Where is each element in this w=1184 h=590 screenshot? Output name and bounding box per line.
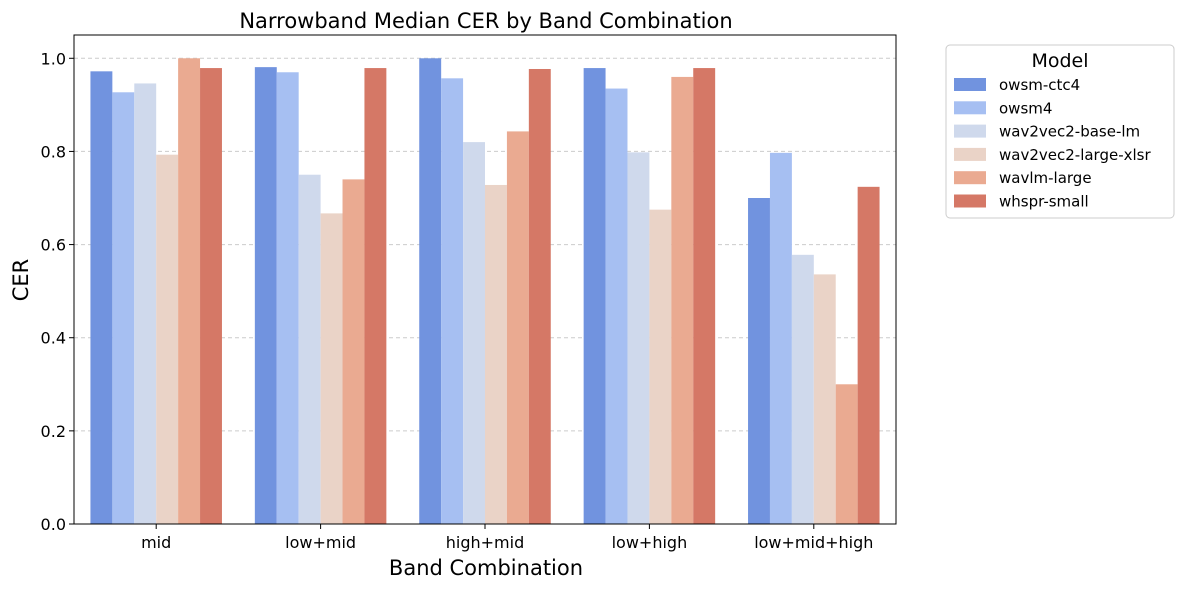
- legend-label: owsm4: [999, 99, 1052, 117]
- bar: [441, 78, 464, 524]
- legend-label: wavlm-large: [999, 169, 1092, 187]
- bar: [200, 68, 222, 525]
- bar: [791, 254, 814, 524]
- legend-swatch: [954, 147, 986, 161]
- bar: [463, 142, 485, 524]
- y-tick-label: 0.0: [41, 515, 66, 534]
- x-tick-label: mid: [141, 533, 171, 552]
- x-tick-label: low+mid: [285, 533, 356, 552]
- bars: [90, 58, 880, 525]
- legend-swatch: [954, 171, 986, 185]
- bar: [485, 184, 507, 524]
- bar: [605, 88, 628, 525]
- bar: [835, 384, 858, 524]
- y-axis: 0.0 0.2 0.4 0.6 0.8 1.0: [41, 49, 74, 534]
- bar: [627, 152, 650, 525]
- x-axis-title: Band Combination: [389, 556, 583, 580]
- y-tick-label: 0.6: [41, 236, 66, 255]
- bar: [342, 179, 365, 524]
- bar: [583, 68, 606, 525]
- y-tick-label: 0.8: [41, 142, 66, 161]
- legend-title: Model: [1031, 50, 1088, 72]
- x-tick-label: low+mid+high: [754, 533, 873, 552]
- bar: [112, 92, 135, 524]
- legend: Model owsm-ctc4 owsm4 wav2vec2-base-lm wav2…: [945, 44, 1175, 219]
- legend-swatch: [954, 124, 986, 138]
- legend-label: wav2vec2-large-xlsr: [999, 146, 1151, 164]
- y-tick-label: 0.4: [41, 329, 66, 348]
- x-axis: mid low+mid high+mid low+high low+mid+high: [141, 524, 873, 552]
- bar: [364, 68, 387, 525]
- x-tick-label: high+mid: [446, 533, 524, 552]
- bar: [298, 174, 321, 524]
- x-tick-label: low+high: [612, 533, 688, 552]
- bar: [134, 83, 157, 524]
- bar: [506, 131, 529, 524]
- bar: [276, 72, 299, 524]
- bar: [769, 152, 792, 524]
- legend-frame: [945, 44, 1175, 219]
- bar: [156, 154, 179, 524]
- bar: [748, 198, 770, 524]
- bar: [320, 213, 343, 524]
- bar: [649, 209, 672, 524]
- legend-swatch: [954, 194, 986, 208]
- bar: [90, 71, 113, 524]
- legend-items: owsm-ctc4 owsm4 wav2vec2-base-lm wav2vec2-l…: [954, 76, 1151, 211]
- bar: [254, 67, 277, 525]
- bar: [178, 58, 201, 525]
- legend-swatch: [954, 101, 986, 115]
- bar: [419, 58, 442, 525]
- legend-swatch: [954, 78, 986, 91]
- legend-label: whspr-small: [999, 193, 1089, 211]
- y-tick-label: 0.2: [41, 422, 66, 441]
- y-axis-title: CER: [9, 259, 33, 302]
- bar: [528, 68, 551, 525]
- bar: [671, 76, 694, 525]
- bar: [693, 68, 716, 525]
- y-tick-label: 1.0: [41, 49, 66, 68]
- chart-title: Narrowband Median CER by Band Combinatio…: [239, 9, 732, 33]
- legend-label: owsm-ctc4: [999, 76, 1080, 94]
- bar: [813, 274, 836, 524]
- bar: [857, 186, 880, 524]
- legend-label: wav2vec2-base-lm: [999, 123, 1140, 141]
